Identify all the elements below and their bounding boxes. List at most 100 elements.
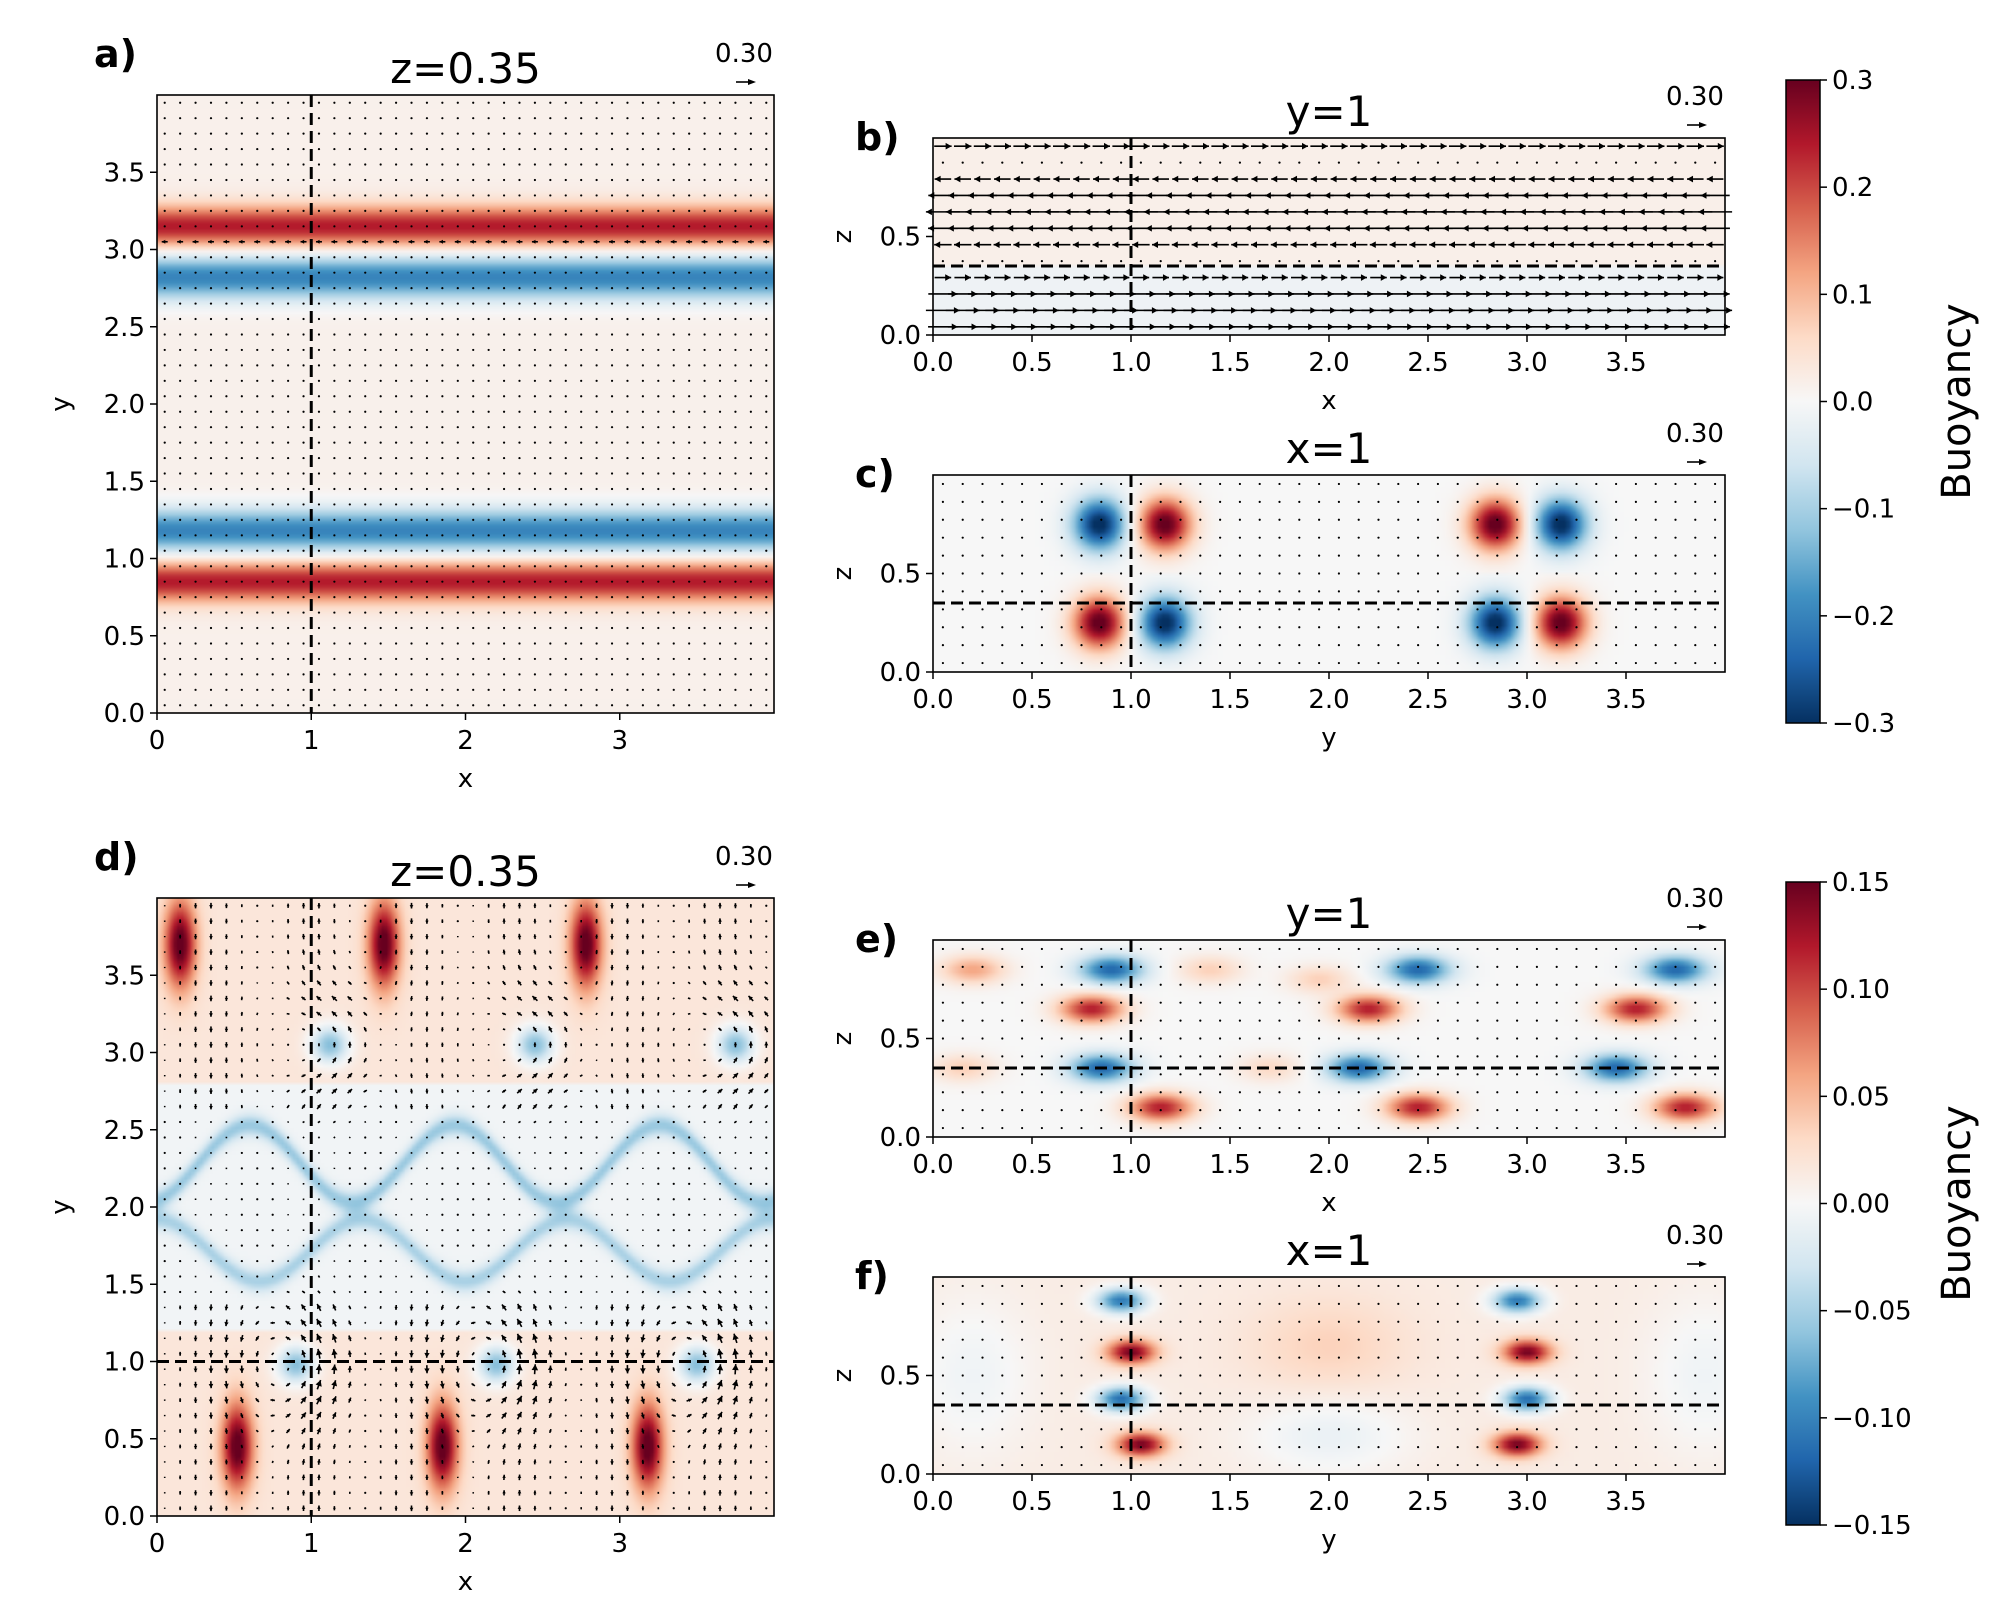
quiver-dot (487, 225, 490, 228)
quiver-dot (961, 518, 964, 521)
quiver-dot (1654, 608, 1657, 611)
quiver-dot (626, 271, 629, 274)
quiver-dot (317, 456, 321, 460)
quiver-dot (179, 456, 182, 460)
quiver-dot (595, 117, 598, 120)
quiver-dot (425, 410, 429, 413)
quiver-arrowhead (657, 1492, 659, 1494)
quiver-dot (749, 287, 752, 290)
quiver-dot (302, 487, 305, 491)
panel-b: 0.0 0.5 1.0 1.5 2.0 2.5 3.0 3.50.00.5xzy=1b)0.3… (828, 82, 1733, 416)
quiver-dot (595, 657, 598, 661)
y-tick-label: 0.5 (104, 622, 145, 652)
quiver-dot (626, 147, 629, 151)
quiver-arrowhead (1132, 175, 1139, 183)
quiver-arrowhead (702, 1428, 707, 1433)
quiver-dot (287, 287, 290, 290)
quiver-dot (533, 456, 537, 460)
quiver-arrowhead (703, 1275, 706, 1278)
quiver-dot (734, 657, 737, 661)
quiver-arrowhead (1301, 274, 1308, 281)
quiver-dot (287, 302, 290, 305)
quiver-dot (1575, 590, 1578, 593)
quiver-dot (580, 147, 583, 151)
quiver-dot (163, 611, 166, 614)
quiver-dot (765, 456, 768, 460)
quiver-dot (317, 379, 321, 382)
quiver-dot (1615, 536, 1618, 539)
quiver-dot (410, 426, 413, 429)
quiver-arrowhead (518, 1121, 521, 1123)
quiver-dot (302, 642, 305, 645)
quiver-dot (441, 1167, 444, 1170)
quiver-arrowhead (193, 1384, 198, 1388)
quiver-arrowhead (565, 1121, 567, 1123)
quiver-arrowhead (593, 239, 598, 244)
quiver-arrowhead (719, 1275, 721, 1278)
quiver-dot (364, 317, 367, 321)
quiver-dot (703, 132, 706, 135)
quiver-dot (410, 317, 413, 321)
quiver-dot (179, 147, 182, 151)
quiver-dot (379, 1290, 382, 1294)
quiver-dot (1298, 482, 1301, 486)
quiver-dot (317, 565, 321, 568)
quiver-dot (364, 348, 367, 352)
quiver-arrowhead (424, 1430, 429, 1434)
quiver-arrowhead (610, 1322, 615, 1326)
quiver-dot (425, 626, 429, 630)
quiver-dot (961, 482, 964, 486)
quiver-arrowhead (1251, 175, 1258, 183)
quiver-dot (179, 1136, 182, 1139)
quiver-dot (225, 256, 228, 259)
quiver-arrowhead (193, 1322, 198, 1326)
quiver-arrowhead (178, 1477, 182, 1480)
quiver-dot (1258, 482, 1261, 486)
quiver-arrowhead (718, 1290, 722, 1293)
quiver-dot (364, 1244, 367, 1247)
quiver-arrowhead (486, 1337, 490, 1341)
quiver-dot (672, 348, 675, 352)
quiver-arrowhead (1203, 208, 1210, 216)
quiver-arrowhead (425, 1492, 429, 1496)
quiver-dot (425, 456, 429, 460)
quiver-dot (1476, 661, 1479, 665)
quiver-arrowhead (316, 1443, 321, 1448)
quiver-arrowhead (317, 1459, 321, 1463)
quiver-dot (1258, 661, 1261, 665)
quiver-arrowhead (987, 224, 994, 232)
quiver-arrowhead (440, 1337, 445, 1342)
quiver-dot (1436, 161, 1439, 164)
quiver-arrowhead (318, 1198, 320, 1200)
quiver-arrowhead (286, 1398, 291, 1403)
quiver-arrowhead (596, 1245, 598, 1247)
quiver-dot (1238, 536, 1241, 539)
quiver-dot (472, 178, 475, 182)
quiver-arrowhead (472, 1291, 474, 1293)
quiver-dot (441, 565, 444, 568)
quiver-dot (163, 410, 166, 413)
quiver-dot (1496, 554, 1499, 557)
quiver-arrowhead (1106, 224, 1113, 232)
quiver-dot (209, 673, 213, 676)
quiver-arrowhead (1522, 224, 1529, 232)
quiver-dot (734, 426, 737, 429)
quiver-arrowhead (286, 1506, 290, 1509)
quiver-dot (379, 395, 382, 398)
quiver-arrowhead (626, 1245, 629, 1247)
quiver-dot (502, 657, 506, 661)
quiver-dot (1377, 161, 1380, 164)
quiver-arrowhead (209, 1492, 213, 1496)
quiver-dot (518, 395, 521, 398)
quiver-arrowhead (224, 1507, 228, 1511)
quiver-arrowhead (1561, 192, 1568, 199)
quiver-dot (749, 348, 752, 352)
quiver-dot (688, 317, 691, 321)
quiver-dot (302, 178, 305, 182)
quiver-dot (1318, 644, 1321, 647)
quiver-dot (1694, 161, 1697, 164)
x-tick-label: 0.5 (1011, 348, 1052, 378)
quiver-dot (456, 549, 459, 552)
quiver-arrowhead (945, 142, 952, 150)
quiver-dot (610, 364, 614, 367)
